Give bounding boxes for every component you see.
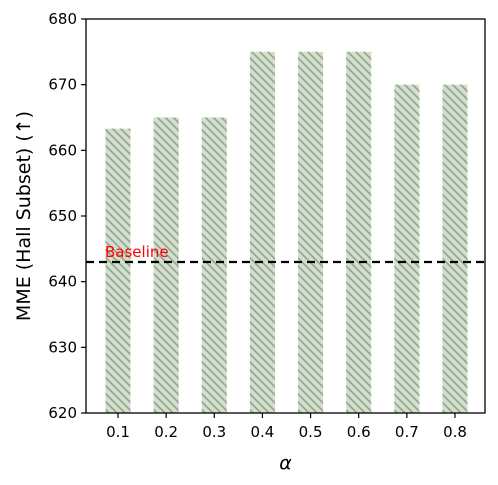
x-tick-label: 0.5	[299, 423, 323, 441]
y-tick-label: 670	[48, 76, 77, 94]
bar-hatch	[442, 84, 468, 414]
x-tick-label: 0.1	[106, 423, 130, 441]
baseline-label: Baseline	[105, 243, 169, 261]
x-tick-label: 0.3	[202, 423, 226, 441]
x-axis: 0.1 0.2 0.3 0.4 0.5 0.6 0.7 0.8	[106, 413, 467, 441]
bar-0.4	[249, 51, 275, 413]
y-tick-label: 660	[48, 141, 77, 159]
x-tick-label: 0.6	[347, 423, 371, 441]
bars-group	[105, 51, 468, 414]
y-tick-label: 650	[48, 207, 77, 225]
x-tick-label: 0.2	[154, 423, 178, 441]
y-tick-label: 640	[48, 273, 77, 291]
bar-0.3	[201, 117, 227, 413]
x-tick-label: 0.4	[250, 423, 274, 441]
y-tick-label: 630	[48, 338, 77, 356]
bar-hatch	[105, 128, 131, 413]
x-tick-label: 0.8	[443, 423, 467, 441]
y-tick-label: 620	[48, 404, 77, 422]
bar-0.5	[298, 51, 324, 413]
bar-0.8	[442, 84, 468, 414]
bar-0.1	[105, 128, 131, 413]
bar-0.6	[346, 51, 372, 413]
bar-hatch	[201, 117, 227, 413]
bar-hatch	[298, 51, 324, 413]
bar-hatch	[346, 51, 372, 413]
x-axis-title: α	[279, 452, 292, 474]
x-tick-label: 0.7	[395, 423, 419, 441]
y-tick-label: 680	[48, 10, 77, 28]
y-axis: 620 630 640 650 660 670 680	[48, 10, 86, 422]
bar-0.7	[394, 84, 420, 414]
y-axis-title: MME (Hall Subset) (↑)	[13, 111, 35, 321]
bar-hatch	[249, 51, 275, 413]
bar-hatch	[153, 117, 179, 413]
plot-area: Baseline	[85, 18, 486, 414]
bar-0.2	[153, 117, 179, 413]
bar-hatch	[394, 84, 420, 414]
plot-frame	[85, 18, 486, 414]
